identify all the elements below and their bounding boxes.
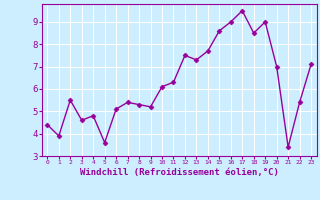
X-axis label: Windchill (Refroidissement éolien,°C): Windchill (Refroidissement éolien,°C) [80,168,279,177]
